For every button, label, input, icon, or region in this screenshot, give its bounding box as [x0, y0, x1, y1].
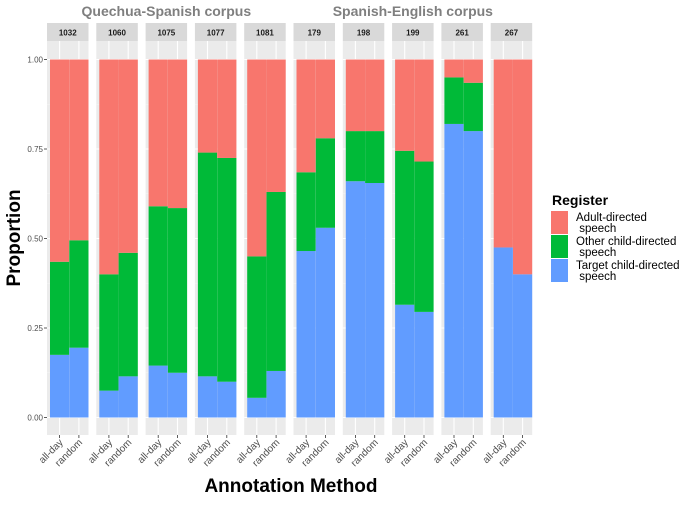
- bar-segment-target-all-day: [444, 123, 464, 418]
- bar-segment-target-all-day: [247, 397, 267, 418]
- bar-segment-target-random: [118, 376, 138, 418]
- bar-segment-other-all-day: [395, 150, 415, 305]
- y-tick-label: 0.00: [27, 414, 43, 423]
- facet-strip: [47, 23, 89, 41]
- bar-segment-adult-all-day: [148, 59, 168, 207]
- bar-segment-adult-random: [365, 59, 385, 132]
- bar-segment-target-random: [365, 183, 385, 418]
- bar-segment-target-all-day: [99, 390, 119, 418]
- legend-label: speech: [576, 271, 616, 283]
- y-axis-title: Proportion: [4, 189, 25, 286]
- legend-label: speech: [576, 223, 616, 235]
- facet-strip-label: 199: [406, 29, 420, 38]
- bar-segment-adult-all-day: [345, 59, 365, 132]
- bar-segment-other-random: [167, 208, 188, 373]
- bar-segment-other-all-day: [444, 77, 464, 124]
- bar-segment-target-all-day: [296, 251, 316, 418]
- facet-strip-label: 1060: [108, 29, 126, 38]
- bar-segment-adult-random: [217, 59, 237, 158]
- bar-segment-target-random: [266, 370, 286, 418]
- facet-strip-label: 1032: [59, 29, 77, 38]
- bar-segment-other-random: [315, 138, 335, 228]
- legend-label: Adult-directed: [576, 212, 647, 224]
- bar-segment-adult-random: [266, 59, 286, 192]
- bar-segment-adult-random: [513, 59, 533, 275]
- bar-segment-target-random: [217, 381, 237, 418]
- facet-strip-label: 1077: [207, 29, 225, 38]
- bar-segment-target-random: [167, 372, 188, 418]
- bar-segment-target-all-day: [345, 181, 365, 418]
- bar-segment-target-random: [69, 347, 89, 418]
- bar-segment-adult-all-day: [444, 59, 464, 78]
- facet-strip: [342, 23, 385, 41]
- bar-segment-other-all-day: [148, 206, 168, 366]
- facet-strip-label: 261: [455, 29, 469, 38]
- x-axis-title: Annotation Method: [204, 476, 377, 497]
- bar-segment-adult-random: [463, 59, 483, 83]
- bar-segment-adult-random: [69, 59, 89, 241]
- bar-segment-other-random: [69, 240, 89, 348]
- facet-strip: [145, 23, 188, 41]
- y-tick-label: 0.75: [27, 145, 43, 154]
- y-tick-label: 1.00: [27, 56, 43, 65]
- bar-segment-other-all-day: [99, 274, 119, 391]
- bar-segment-adult-all-day: [395, 59, 415, 151]
- facet-strip-label: 1075: [157, 29, 175, 38]
- bar-segment-adult-random: [414, 59, 434, 162]
- bar-segment-other-random: [266, 191, 286, 371]
- bar-segment-other-all-day: [247, 256, 267, 398]
- corpus-title: Spanish-English corpus: [333, 3, 493, 19]
- bar-segment-adult-all-day: [493, 59, 513, 248]
- facet-strip-label: 179: [308, 29, 322, 38]
- bar-segment-adult-all-day: [50, 59, 70, 262]
- bar-segment-other-all-day: [50, 261, 70, 355]
- facet-strip: [490, 23, 533, 41]
- facet-strip-label: 267: [505, 29, 519, 38]
- y-tick-label: 0.25: [27, 324, 43, 333]
- bar-segment-other-all-day: [345, 131, 365, 182]
- bar-segment-target-random: [513, 274, 533, 418]
- facet-strip: [441, 23, 483, 41]
- legend-title: Register: [552, 192, 609, 208]
- bar-segment-other-all-day: [296, 172, 316, 252]
- legend-swatch: [551, 235, 568, 258]
- bar-segment-adult-all-day: [197, 59, 218, 153]
- legend-label: Target child-directed: [576, 260, 680, 272]
- bar-segment-target-all-day: [493, 247, 513, 418]
- bar-segment-other-random: [365, 131, 385, 184]
- legend-label: Other child-directed: [576, 236, 676, 248]
- corpus-title: Quechua-Spanish corpus: [82, 3, 252, 19]
- bar-segment-adult-all-day: [296, 59, 316, 173]
- facet-strip: [244, 23, 286, 41]
- bar-segment-target-all-day: [50, 354, 70, 418]
- facet-strip: [293, 23, 335, 41]
- bar-segment-target-random: [463, 131, 483, 418]
- facet-strip-label: 1081: [256, 29, 274, 38]
- legend-swatch: [551, 211, 568, 234]
- y-tick-label: 0.50: [27, 235, 43, 244]
- bar-segment-target-all-day: [197, 376, 218, 418]
- bar-segment-other-random: [217, 157, 237, 382]
- bar-segment-adult-random: [167, 59, 188, 209]
- bar-segment-target-random: [315, 227, 335, 418]
- bar-segment-target-all-day: [148, 365, 168, 418]
- bar-segment-adult-all-day: [99, 59, 119, 275]
- legend-label: speech: [576, 247, 616, 259]
- facet-strip: [194, 23, 237, 41]
- facet-strip-label: 198: [357, 29, 371, 38]
- facet-strip: [392, 23, 434, 41]
- bar-segment-other-random: [118, 252, 138, 377]
- bar-segment-other-all-day: [197, 152, 218, 377]
- bar-segment-adult-all-day: [247, 59, 267, 257]
- bar-segment-target-random: [414, 311, 434, 418]
- bar-segment-adult-random: [118, 59, 138, 253]
- bar-segment-other-random: [463, 82, 483, 132]
- bar-segment-adult-random: [315, 59, 335, 139]
- bar-segment-target-all-day: [395, 304, 415, 418]
- legend-swatch: [551, 259, 568, 282]
- facet-strip: [96, 23, 138, 41]
- bar-segment-other-random: [414, 161, 434, 312]
